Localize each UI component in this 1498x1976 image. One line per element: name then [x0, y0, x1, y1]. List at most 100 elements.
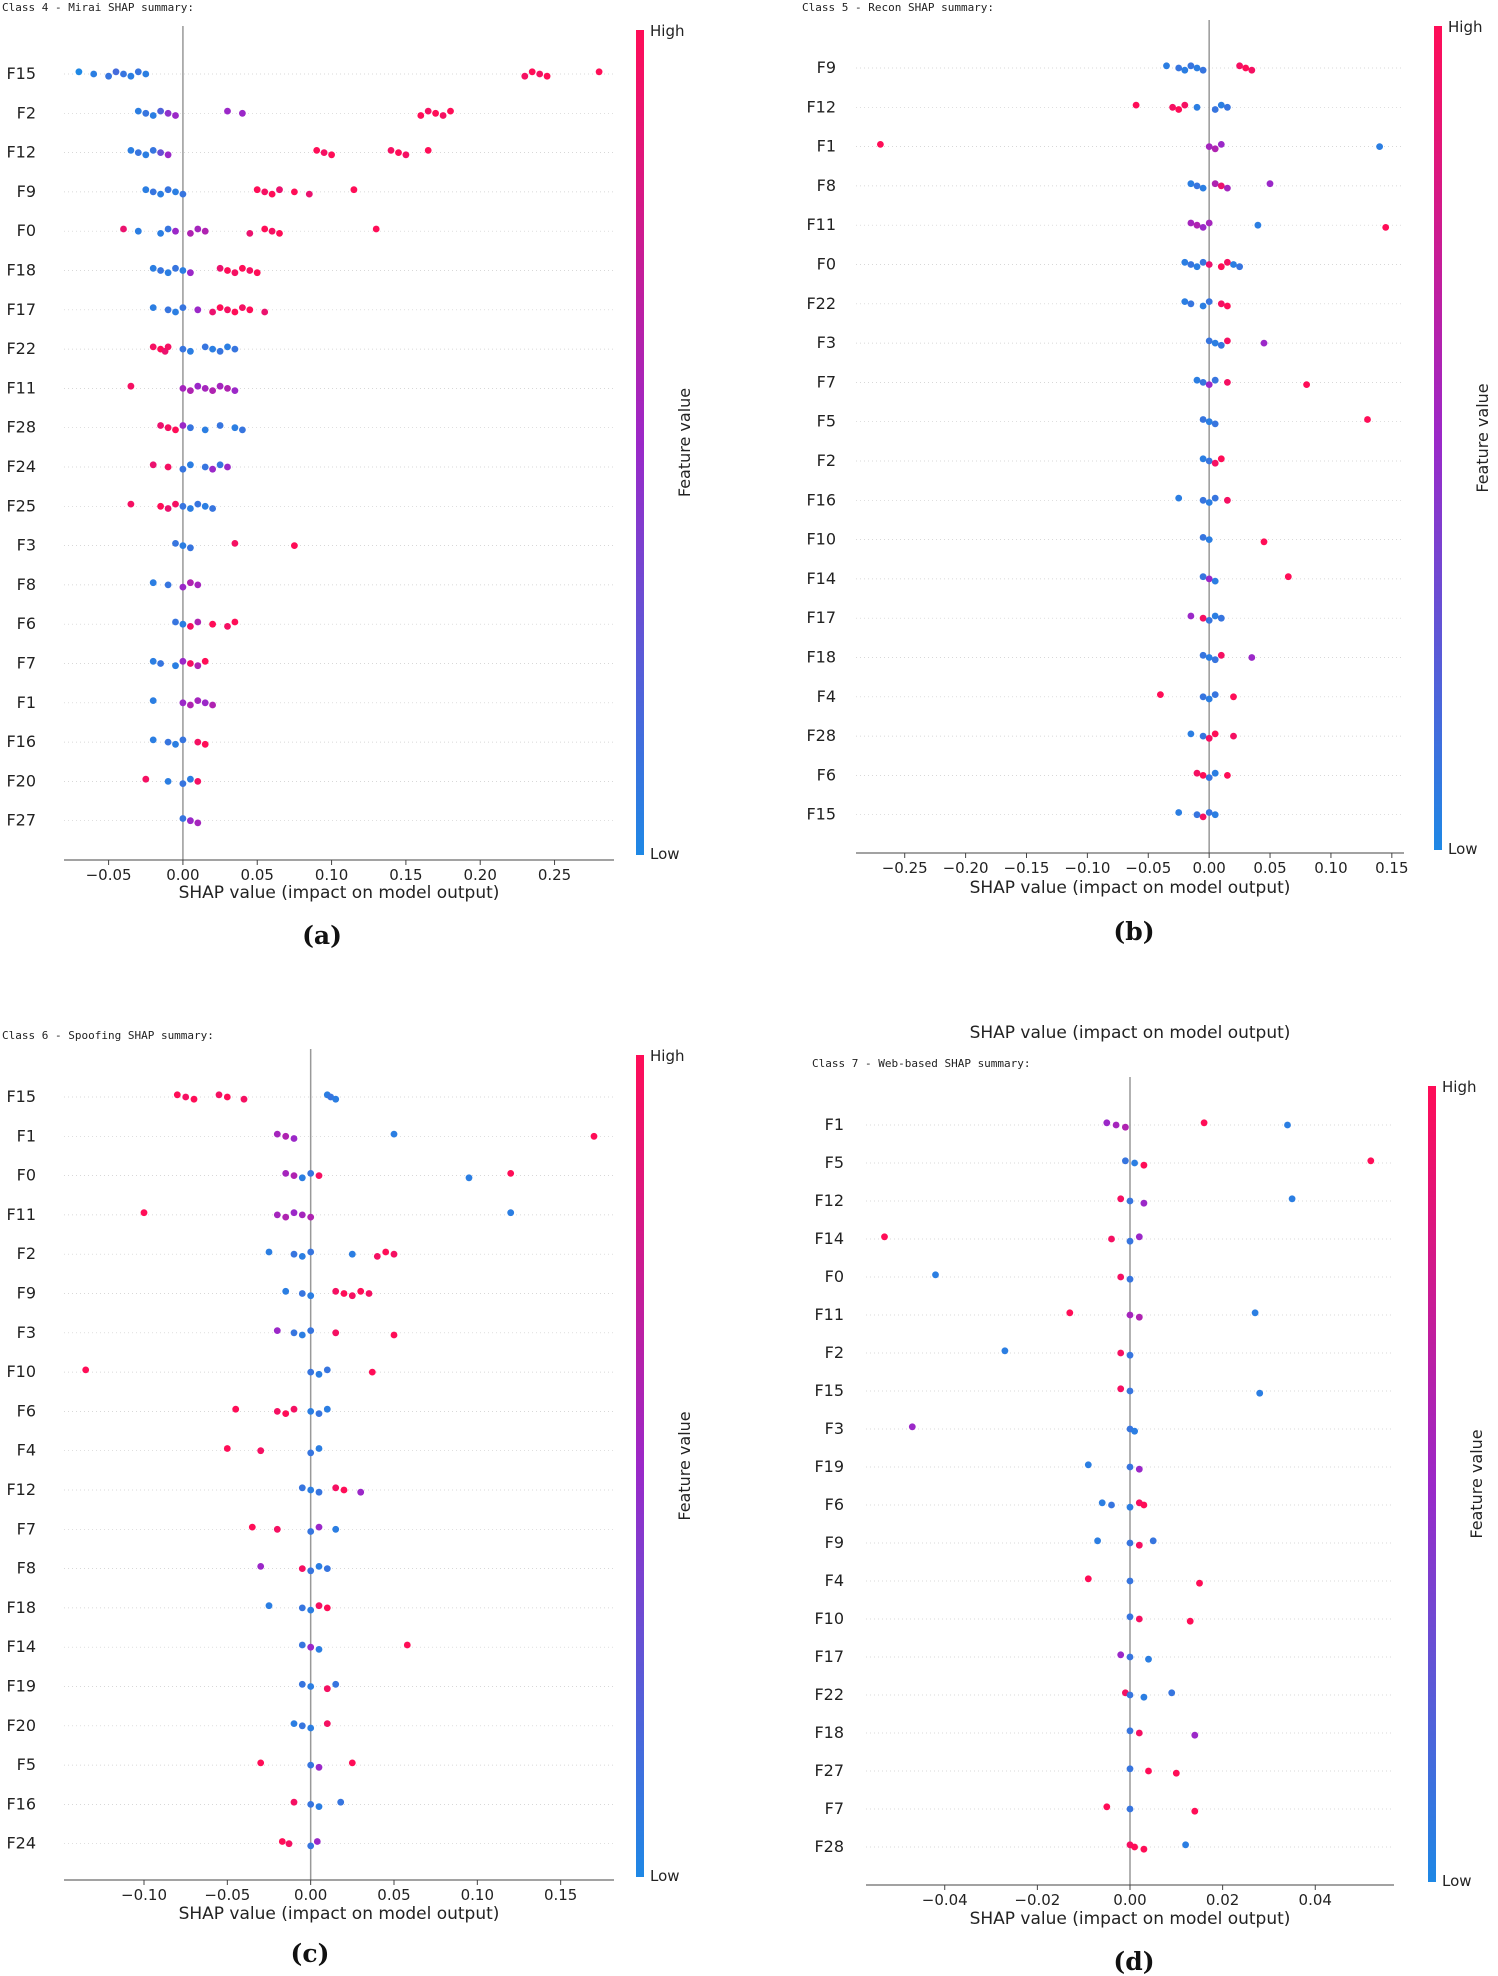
panel-2-x-tick-label: −0.05	[204, 1886, 250, 1904]
panel-0-point	[179, 190, 187, 198]
panel-1-point	[1224, 772, 1231, 779]
panel-0-point	[149, 736, 157, 744]
panel-1-point	[1211, 459, 1219, 467]
panel-2-x-axis-title: SHAP value (impact on model output)	[179, 1904, 500, 1924]
panel-1-point	[1181, 101, 1189, 109]
panel-0-point	[231, 540, 239, 547]
panel-0-x-tick-label: 0.20	[464, 866, 497, 884]
panel-3-point	[1172, 1769, 1180, 1777]
panel-1-point	[1211, 376, 1219, 384]
panel-0-point	[179, 385, 187, 392]
panel-0-point	[194, 819, 202, 827]
panel-1-point	[1187, 612, 1195, 620]
panel-0-point	[328, 151, 335, 159]
panel-0-point	[164, 109, 172, 117]
panel-1-point	[1205, 809, 1213, 816]
panel-2-point	[332, 1525, 340, 1533]
panel-1-point	[1199, 496, 1207, 504]
panel-0-point	[187, 230, 194, 237]
panel-0-point	[253, 186, 261, 194]
panel-3-point	[1117, 1385, 1125, 1393]
panel-2-point	[365, 1290, 373, 1297]
panel-0-point	[187, 623, 194, 630]
panel-2-point	[315, 1370, 323, 1378]
panel-2-x-tick-label: 0.05	[377, 1886, 410, 1904]
panel-1-point	[1205, 298, 1213, 305]
panel-2-feature-label: F7	[17, 1519, 36, 1538]
panel-0-point	[142, 775, 150, 783]
panel-3-feature-label: F10	[814, 1609, 844, 1628]
panel-1-point	[1175, 106, 1183, 113]
panel-1-x-tick-label: −0.05	[1125, 859, 1171, 877]
panel-0-point	[149, 188, 157, 196]
panel-0-point	[149, 697, 157, 704]
panel-3-point	[908, 1423, 916, 1431]
panel-2-point	[273, 1130, 281, 1138]
panel-2-feature-label: F1	[17, 1126, 36, 1145]
panel-2-feature-label: F5	[17, 1755, 36, 1774]
panel-2-point	[315, 1803, 323, 1810]
panel-2-point	[282, 1287, 290, 1295]
panel-0-point	[201, 502, 209, 510]
panel-2-point	[315, 1488, 323, 1496]
panel-3-point	[1186, 1617, 1194, 1625]
panel-2-colorbar-title: Feature value	[675, 1411, 694, 1520]
panel-2-feature-label: F10	[6, 1362, 36, 1381]
panel-0-point	[201, 426, 209, 434]
panel-0-point	[142, 186, 150, 194]
panel-2-point	[282, 1170, 290, 1177]
panel-3-colorbar-low: Low	[1442, 1872, 1472, 1890]
panel-3-x-tick-label: 0.02	[1206, 1891, 1239, 1909]
panel-2-point	[323, 1685, 331, 1693]
panel-0-point	[528, 68, 536, 76]
panel-3-point	[1117, 1349, 1125, 1357]
panel-0-feature-label: F24	[6, 457, 36, 476]
panel-0-point	[187, 701, 194, 709]
panel-0-point	[90, 70, 98, 78]
panel-0-colorbar	[636, 30, 644, 855]
panel-3-point	[1126, 1653, 1134, 1661]
panel-3-point	[1126, 1613, 1134, 1621]
panel-2-point	[257, 1759, 265, 1767]
panel-3-point	[1196, 1579, 1203, 1587]
panel-0-title: Class 4 - Mirai SHAP summary:	[2, 1, 194, 14]
panel-2-point	[315, 1523, 323, 1531]
panel-0-feature-label: F28	[6, 418, 36, 437]
panel-0-point	[291, 188, 298, 196]
panel-2-point	[465, 1174, 473, 1182]
panel-0-point	[142, 109, 150, 117]
panel-2-point	[403, 1641, 411, 1649]
panel-3-point	[1140, 1693, 1148, 1701]
panel-2-point	[307, 1567, 315, 1575]
panel-0-feature-label: F1	[17, 693, 36, 712]
panel-0-point	[187, 544, 194, 552]
panel-3-feature-label: F19	[814, 1457, 844, 1476]
panel-2-colorbar-low: Low	[650, 1867, 680, 1885]
panel-1-feature-label: F22	[806, 294, 836, 313]
panel-3-point	[1145, 1655, 1152, 1663]
panel-1-point	[1181, 258, 1189, 266]
panel-0-point	[194, 382, 202, 390]
panel-1-letter: (b)	[1113, 917, 1154, 946]
panel-3-point	[1131, 1427, 1138, 1435]
panel-2-point	[315, 1646, 323, 1653]
panel-3-point	[1140, 1199, 1148, 1207]
panel-0-point	[149, 147, 157, 154]
panel-2-x-tick-label: 0.15	[544, 1886, 577, 1904]
panel-1-point	[877, 141, 884, 148]
panel-0-point	[194, 306, 202, 314]
panel-1-point	[1181, 298, 1189, 305]
panel-0-point	[246, 267, 254, 274]
panel-3-point	[1140, 1161, 1148, 1169]
panel-3-point	[1122, 1123, 1129, 1131]
panel-1-feature-label: F3	[817, 333, 836, 352]
panel-0-point	[187, 347, 194, 355]
panel-2-point	[307, 1327, 315, 1334]
panel-0-point	[305, 190, 313, 198]
panel-1-point	[1193, 376, 1201, 384]
panel-1-point	[1303, 381, 1310, 388]
panel-2-point	[298, 1331, 306, 1339]
panel-0-feature-label: F18	[6, 261, 36, 280]
panel-2-point	[173, 1091, 181, 1099]
panel-0-point	[164, 225, 172, 233]
